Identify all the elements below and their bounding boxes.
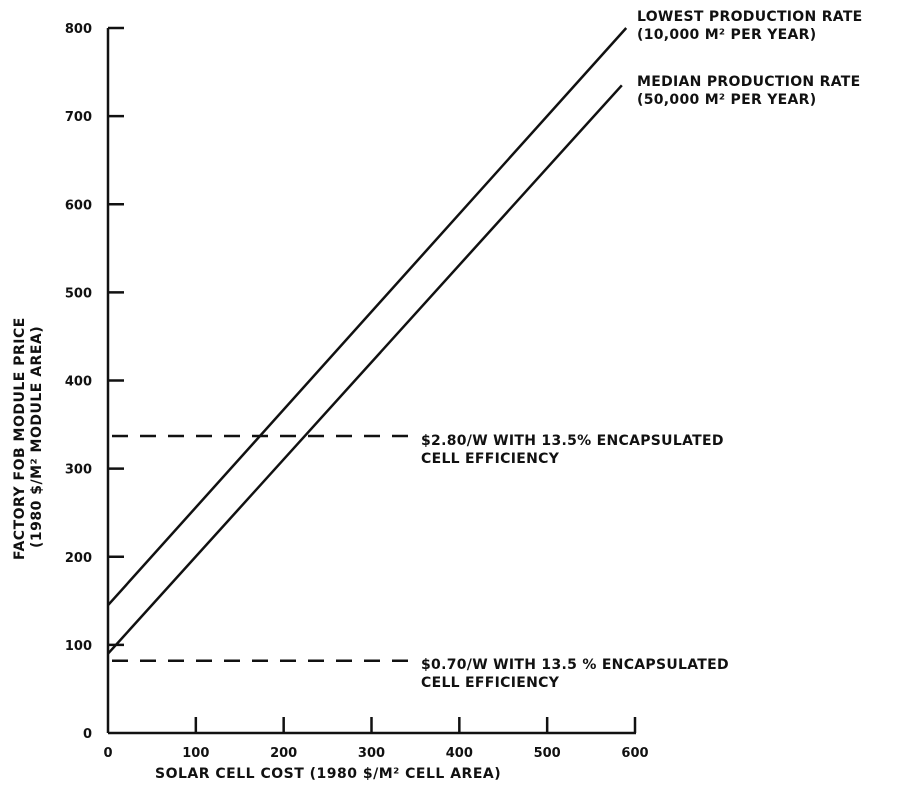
ref-label-high-line1: $2.80/W WITH 13.5% ENCAPSULATED [421, 433, 724, 449]
y-tick-label: 700 [65, 110, 92, 125]
x-tick-label: 0 [103, 746, 112, 761]
series-label-median-line1: MEDIAN PRODUCTION RATE [637, 74, 860, 90]
series-label-lowest-line2: (10,000 M² PER YEAR) [637, 27, 816, 43]
y-tick-label: 600 [65, 198, 92, 213]
series-line-lowest-production [107, 27, 628, 607]
x-tick-label: 600 [621, 746, 648, 761]
y-axis-title-line2: (1980 $/M² MODULE AREA) [29, 326, 45, 548]
x-tick-label: 100 [182, 746, 209, 761]
reference-lines [112, 434, 420, 662]
y-tick-label: 200 [65, 551, 92, 566]
series-label-lowest-line1: LOWEST PRODUCTION RATE [637, 9, 863, 25]
y-tick-label: 100 [65, 639, 92, 654]
x-tick-label: 400 [446, 746, 473, 761]
y-axis-ticks: 0 100 200 300 400 500 600 700 800 [65, 22, 124, 742]
ref-label-low-line2: CELL EFFICIENCY [421, 675, 560, 691]
x-axis-title: SOLAR CELL COST (1980 $/M² CELL AREA) [155, 766, 501, 782]
y-tick-label: 300 [65, 463, 92, 478]
x-tick-label: 300 [358, 746, 385, 761]
x-tick-label: 200 [270, 746, 297, 761]
series-label-median-line2: (50,000 M² PER YEAR) [637, 92, 816, 108]
x-tick-label: 500 [534, 746, 561, 761]
series-lines [107, 27, 628, 655]
y-tick-label: 500 [65, 286, 92, 301]
x-axis-ticks: 0 100 200 300 400 500 600 [103, 717, 649, 761]
ref-label-high-line2: CELL EFFICIENCY [421, 451, 560, 467]
y-tick-label: 800 [65, 22, 92, 37]
y-tick-label: 400 [65, 375, 92, 390]
y-tick-label: 0 [83, 727, 92, 742]
series-line-median-production [107, 84, 623, 655]
ref-label-low-line1: $0.70/W WITH 13.5 % ENCAPSULATED [421, 657, 729, 673]
y-axis-title-line1: FACTORY FOB MODULE PRICE [12, 317, 28, 560]
